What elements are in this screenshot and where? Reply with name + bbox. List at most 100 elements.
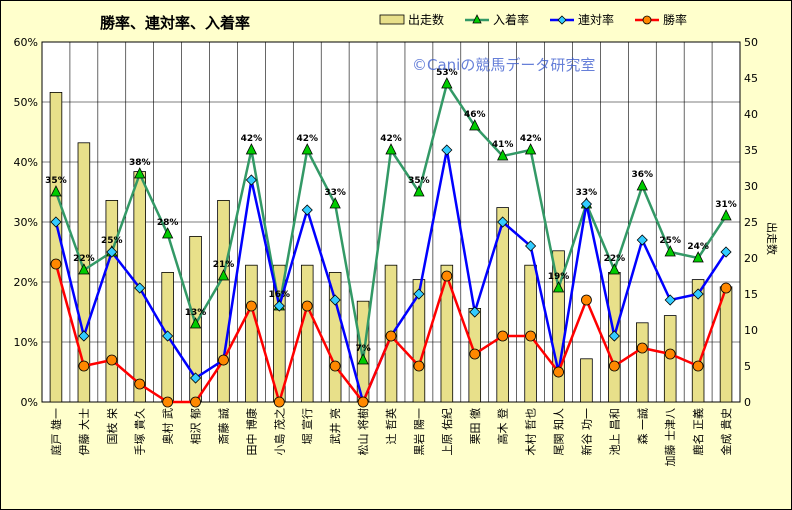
chart-title: 勝率、連対率、入着率 [100, 14, 250, 32]
left-tick-label: 40% [14, 156, 38, 169]
bar [217, 199, 230, 403]
marker-diamond [245, 174, 257, 186]
bar [328, 271, 342, 403]
marker-circle [469, 348, 481, 360]
data-label: 28% [157, 218, 179, 228]
data-label: 25% [659, 236, 681, 246]
category-label: 武井 亮 [328, 408, 342, 445]
bar [49, 92, 63, 403]
data-label: 33% [324, 188, 346, 198]
data-label: 19% [548, 272, 570, 282]
marker-diamond [441, 144, 453, 156]
marker-diamond [78, 330, 90, 342]
category-label: 黒岩 陽一 [412, 408, 426, 456]
category-label: 小島 茂之 [272, 408, 286, 456]
data-label: 42% [296, 134, 318, 144]
data-label: 36% [632, 170, 654, 180]
category-label: 伊藤 大士 [77, 408, 91, 456]
left-tick-label: 20% [14, 276, 38, 289]
category-label: 池上 昌和 [608, 408, 621, 456]
marker-circle [497, 330, 509, 342]
marker-diamond [162, 330, 174, 342]
data-label: 13% [185, 308, 207, 318]
left-tick-label: 50% [14, 96, 38, 109]
left-tick-label: 0% [21, 396, 38, 409]
data-label: 25% [101, 236, 123, 246]
marker-circle [106, 354, 118, 366]
marker-triangle [441, 77, 453, 89]
category-label: 辻 哲英 [384, 408, 398, 445]
marker-triangle [78, 263, 90, 275]
data-label: 16% [269, 290, 291, 300]
bar [105, 199, 119, 403]
bar [440, 264, 454, 403]
legend-label: 連対率 [578, 12, 614, 27]
category-label: 鹿名 正義 [691, 408, 705, 456]
marker-triangle [469, 119, 481, 131]
left-tick-label: 30% [14, 216, 38, 229]
marker-circle [134, 378, 146, 390]
category-label: 栗田 徹 [468, 408, 482, 445]
marker-diamond [301, 204, 313, 216]
marker-diamond [413, 288, 425, 300]
marker-triangle [357, 353, 369, 365]
right-tick-label: 50 [744, 36, 758, 49]
marker-diamond [189, 372, 202, 384]
category-label: 松山 将樹 [356, 408, 370, 456]
bar [691, 279, 705, 403]
marker-circle [78, 360, 90, 372]
left-tick-label: 10% [14, 336, 38, 349]
data-label: 31% [715, 200, 737, 210]
marker-triangle [664, 245, 676, 257]
bar [412, 279, 426, 403]
category-label: 木村 哲也 [524, 408, 538, 456]
left-tick-label: 60% [14, 36, 38, 49]
category-label: 手塚 貴久 [133, 408, 147, 456]
marker-circle [525, 330, 536, 342]
category-label: 加藤 士津八 [664, 408, 677, 467]
category-label: 斎藤 誠 [216, 408, 230, 445]
marker-triangle [385, 143, 397, 155]
bar [552, 250, 565, 403]
marker-circle [441, 270, 453, 282]
marker-triangle [692, 251, 704, 263]
right-tick-label: 5 [744, 360, 751, 373]
legend-label: 勝率 [663, 12, 687, 27]
marker-circle [273, 396, 285, 408]
watermark: ©Caniの競馬データ研究室 [412, 56, 595, 74]
marker-triangle [161, 227, 174, 239]
marker-diamond [580, 198, 593, 210]
marker-diamond [525, 240, 537, 252]
data-label: 35% [45, 176, 67, 186]
left-axis: 0% 10% 20% 30% 40% 50% 60% [14, 36, 38, 409]
marker-circle [385, 330, 397, 342]
data-label: 21% [213, 260, 235, 270]
category-label: 上原 佑紀 [440, 408, 454, 456]
legend-swatch [379, 14, 405, 25]
data-label: 41% [492, 140, 514, 150]
marker-circle [218, 354, 229, 366]
data-labels: 35% 22% 25% 38% 28% 13% 21% 42% 16% 42% 33% 7% 42% 35… [45, 68, 737, 354]
data-label: 22% [73, 254, 95, 264]
right-tick-label: 40 [744, 108, 758, 121]
marker-circle [553, 366, 564, 378]
marker-diamond [50, 216, 62, 228]
marker-diamond [106, 246, 118, 258]
category-label: 堀 宣行 [300, 408, 314, 445]
marker-circle [413, 360, 425, 372]
marker-diamond [497, 216, 509, 228]
marker-diamond [469, 306, 481, 318]
marker-diamond [273, 300, 285, 312]
category-label: 高木 登 [496, 408, 510, 445]
marker-diamond [608, 330, 620, 342]
marker-diamond [692, 288, 704, 300]
marker-circle [692, 360, 704, 372]
bar [496, 207, 509, 403]
marker-triangle [608, 263, 621, 275]
marker-diamond [664, 294, 676, 306]
legend-label: 入着率 [493, 12, 529, 27]
marker-triangle [134, 167, 146, 179]
legend-marker [557, 15, 567, 25]
marker-triangle [497, 149, 509, 161]
